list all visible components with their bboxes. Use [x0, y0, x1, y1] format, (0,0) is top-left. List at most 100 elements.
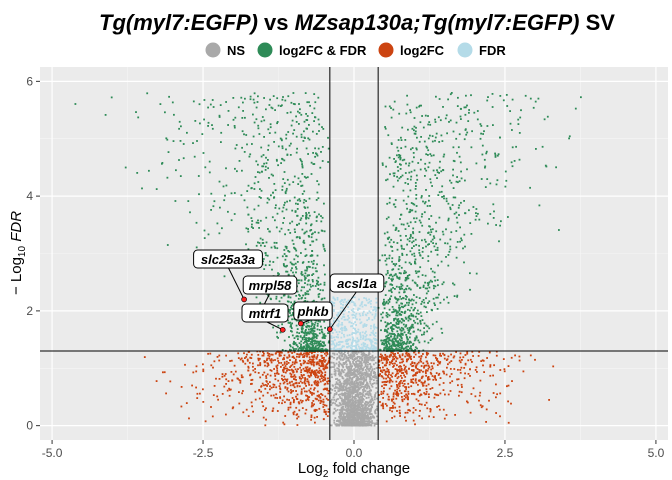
- data-point: [488, 351, 491, 354]
- data-point: [301, 407, 304, 409]
- data-point: [375, 423, 378, 425]
- data-point: [365, 415, 368, 417]
- data-point: [417, 391, 419, 393]
- data-point: [358, 391, 361, 394]
- data-point: [452, 174, 454, 177]
- data-point: [325, 404, 328, 407]
- data-point: [303, 374, 305, 376]
- data-point: [163, 371, 166, 374]
- data-point: [221, 373, 224, 375]
- data-point: [378, 394, 380, 396]
- data-point: [409, 237, 411, 240]
- data-point: [361, 413, 364, 415]
- data-point: [438, 191, 441, 194]
- data-point: [356, 349, 359, 352]
- data-point: [314, 321, 317, 324]
- data-point: [318, 364, 321, 367]
- data-point: [345, 304, 347, 306]
- data-point: [295, 266, 297, 268]
- data-point: [431, 135, 434, 137]
- data-point: [332, 325, 334, 328]
- data-point: [374, 410, 376, 413]
- data-point: [381, 375, 384, 378]
- data-point: [374, 408, 377, 411]
- data-point: [409, 409, 411, 412]
- data-point: [513, 160, 516, 162]
- data-point: [359, 338, 362, 341]
- data-point: [415, 398, 418, 401]
- data-point: [365, 376, 368, 379]
- data-point: [355, 357, 357, 359]
- data-point: [359, 331, 362, 334]
- data-point: [346, 371, 349, 374]
- data-point: [397, 352, 399, 354]
- data-point: [398, 385, 401, 387]
- data-point: [270, 359, 272, 362]
- data-point: [375, 338, 378, 341]
- data-point: [268, 357, 270, 360]
- data-point: [529, 354, 532, 357]
- data-point: [359, 347, 362, 349]
- data-point: [449, 238, 452, 241]
- data-point: [340, 336, 343, 339]
- data-point: [367, 301, 370, 304]
- data-point: [265, 162, 268, 165]
- data-point: [459, 240, 461, 243]
- data-point: [408, 162, 411, 165]
- data-point: [354, 346, 357, 349]
- data-point: [372, 415, 374, 418]
- data-point: [257, 181, 260, 183]
- data-point: [345, 392, 348, 395]
- data-point: [274, 189, 277, 191]
- data-point: [391, 279, 393, 282]
- data-point: [378, 259, 381, 262]
- data-point: [447, 301, 450, 304]
- data-point: [277, 104, 280, 107]
- data-point: [398, 368, 401, 371]
- data-point: [429, 408, 432, 411]
- data-point: [301, 228, 304, 231]
- data-point: [324, 249, 326, 252]
- data-point: [375, 375, 377, 378]
- data-point: [304, 269, 307, 272]
- data-point: [393, 203, 396, 206]
- data-point: [353, 419, 356, 422]
- data-point: [286, 378, 289, 381]
- data-point: [425, 292, 428, 295]
- data-point: [471, 361, 473, 363]
- data-point: [422, 353, 424, 355]
- data-point: [265, 156, 267, 159]
- data-point: [462, 247, 464, 250]
- data-point: [367, 363, 369, 366]
- data-point: [319, 375, 322, 378]
- data-point: [310, 361, 313, 363]
- data-point: [406, 398, 409, 400]
- data-point: [480, 125, 483, 127]
- data-point: [341, 355, 343, 358]
- data-point: [246, 353, 248, 356]
- data-point: [240, 194, 243, 197]
- data-point: [341, 323, 344, 326]
- data-point: [342, 421, 345, 424]
- data-point: [323, 281, 326, 284]
- data-point: [455, 137, 458, 140]
- data-point: [375, 349, 378, 352]
- data-point: [495, 412, 497, 414]
- data-point: [356, 340, 359, 343]
- data-point: [404, 371, 407, 373]
- data-point: [343, 392, 345, 395]
- data-point: [439, 392, 442, 395]
- data-point: [299, 385, 301, 388]
- data-point: [286, 367, 288, 370]
- data-point: [257, 124, 260, 127]
- data-point: [375, 422, 378, 424]
- data-point: [287, 368, 290, 371]
- data-point: [346, 381, 349, 383]
- data-point: [280, 105, 282, 107]
- data-point: [499, 136, 501, 139]
- data-point: [366, 366, 368, 368]
- data-point: [353, 398, 356, 400]
- data-point: [392, 393, 395, 396]
- data-point: [352, 415, 355, 418]
- data-point: [291, 397, 294, 399]
